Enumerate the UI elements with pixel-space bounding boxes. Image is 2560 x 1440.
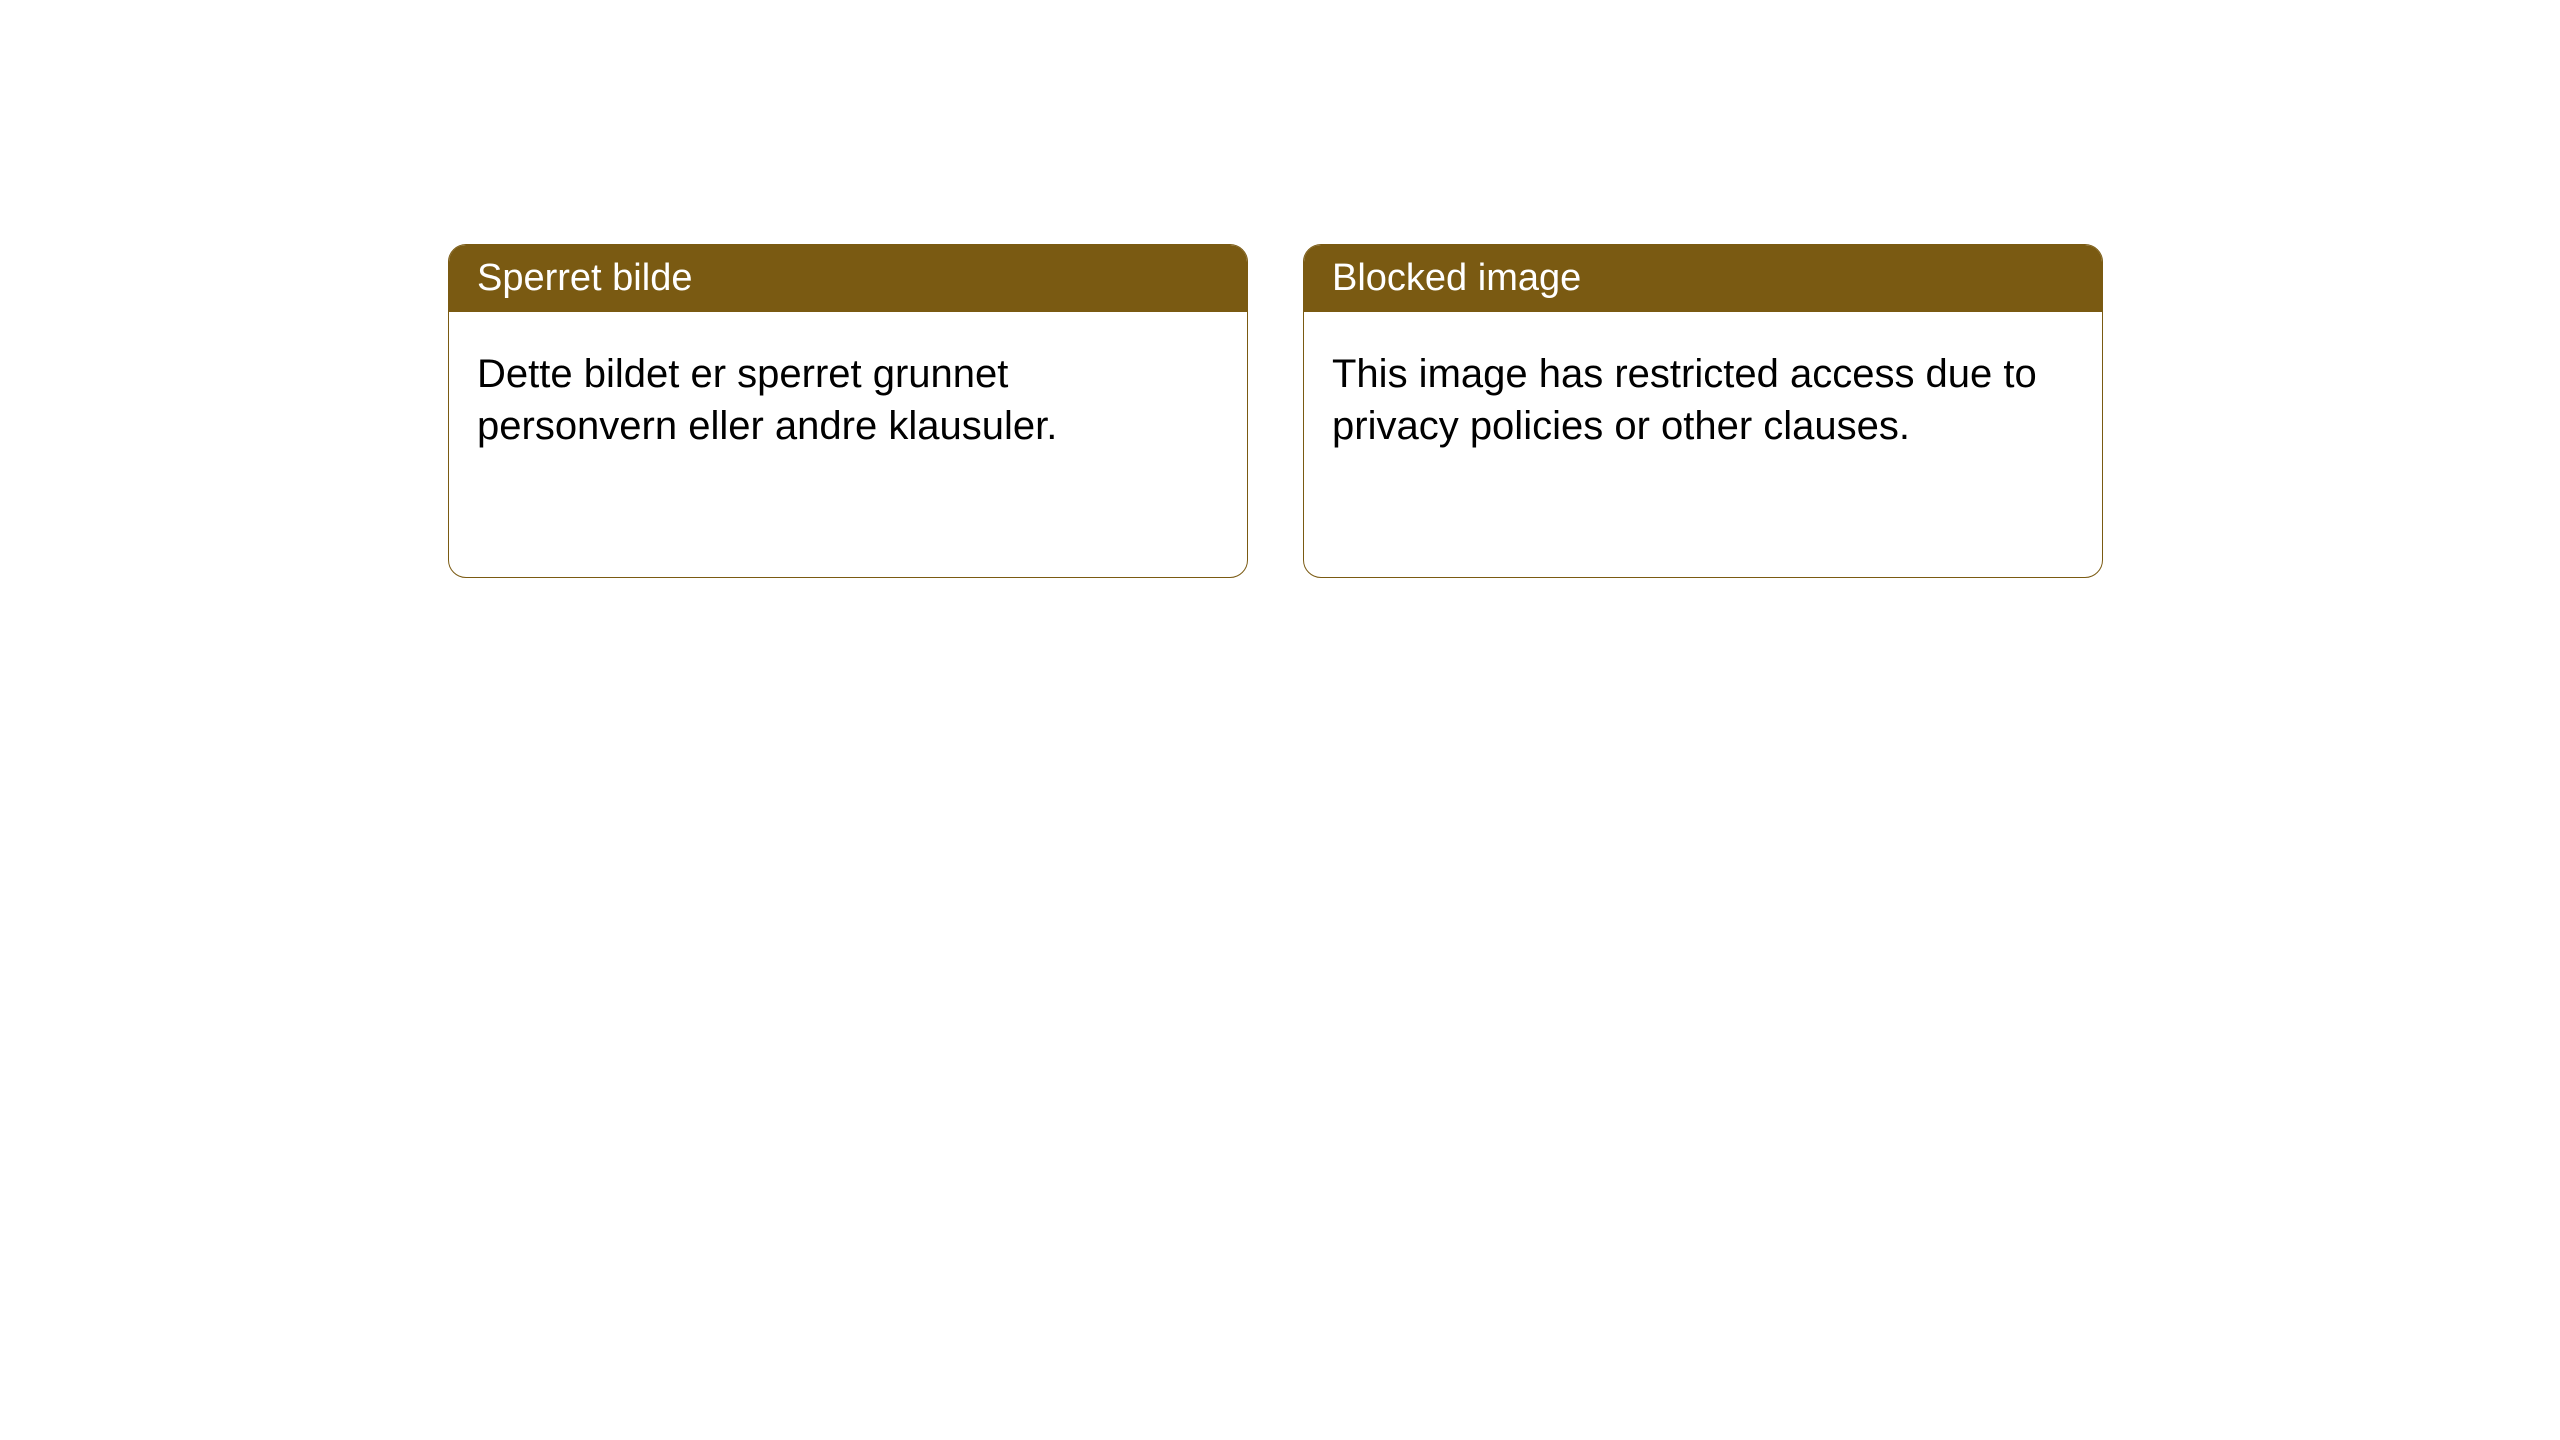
notice-header: Sperret bilde (449, 245, 1247, 312)
notice-container: Sperret bilde Dette bildet er sperret gr… (448, 244, 2103, 578)
notice-body: This image has restricted access due to … (1304, 312, 2102, 488)
notice-header: Blocked image (1304, 245, 2102, 312)
notice-card-norwegian: Sperret bilde Dette bildet er sperret gr… (448, 244, 1248, 578)
notice-body: Dette bildet er sperret grunnet personve… (449, 312, 1247, 488)
notice-card-english: Blocked image This image has restricted … (1303, 244, 2103, 578)
